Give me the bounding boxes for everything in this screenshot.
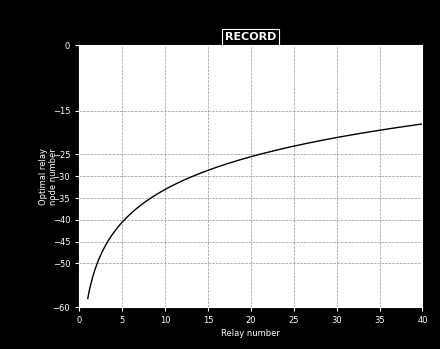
Y-axis label: Optimal relay
node number: Optimal relay node number <box>39 148 58 205</box>
Title: RECORD: RECORD <box>225 32 276 42</box>
X-axis label: Relay number: Relay number <box>221 329 280 338</box>
